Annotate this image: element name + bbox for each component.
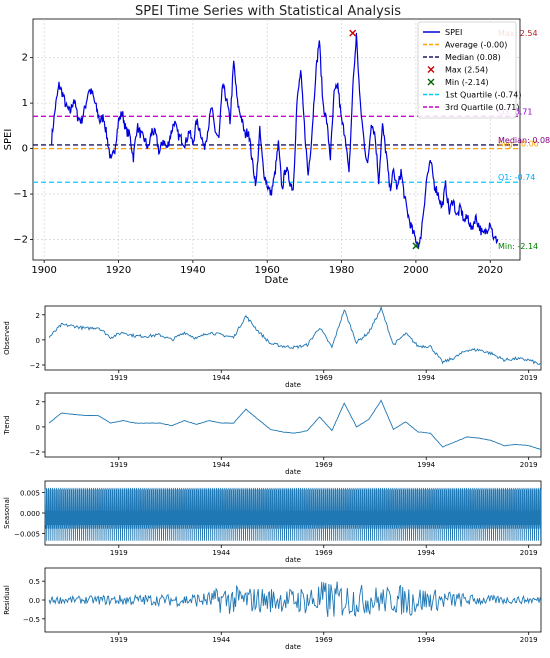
legend-entry-label: Average (-0.00) — [445, 41, 507, 50]
y-axis-label: Residual — [3, 585, 11, 615]
x-tick-label: 2019 — [520, 374, 538, 382]
x-tick-label: 1960 — [254, 265, 279, 276]
x-tick-label: 1900 — [31, 265, 56, 276]
y-axis-label: Observed — [3, 321, 11, 355]
seasonal-subplot: 1919 1944 1969 1994 2019 −0.005 0.000 0.005 date… — [3, 480, 542, 564]
trend-subplot: 1919 1944 1969 1994 2019 −2 0 2 date Trend — [3, 392, 542, 476]
x-tick-label: 1994 — [417, 549, 435, 557]
y-tick-label: 2 — [36, 312, 40, 320]
x-axis-label: date — [285, 556, 301, 564]
plot-area — [44, 392, 542, 458]
y-tick-label: −2 — [30, 449, 40, 457]
x-tick-label: 1920 — [106, 265, 131, 276]
x-tick-label: 1994 — [417, 374, 435, 382]
y-tick-label: 1 — [22, 98, 28, 109]
series-line — [44, 487, 542, 541]
legend-entry-label: Median (0.08) — [445, 53, 501, 62]
x-axis-label: Date — [265, 275, 289, 286]
spei-series-line — [51, 32, 499, 249]
x-tick-label: 1969 — [315, 636, 333, 644]
x-tick-label: 1919 — [110, 636, 128, 644]
y-tick-label: 0.005 — [20, 489, 40, 497]
x-tick-label: 1944 — [212, 461, 230, 469]
x-tick-label: 1940 — [180, 265, 205, 276]
x-tick-label: 1944 — [212, 549, 230, 557]
y-tick-label: −0.5 — [23, 616, 40, 624]
x-tick-label: 1944 — [212, 374, 230, 382]
legend-entry-label: 3rd Quartile (0.71) — [445, 103, 520, 112]
y-tick-label: 0 — [36, 424, 40, 432]
x-tick-label: 2020 — [478, 265, 503, 276]
series-line — [48, 305, 542, 365]
legend-entry-label: Min (-2.14) — [445, 78, 489, 87]
x-tick-label: 1994 — [417, 636, 435, 644]
x-tick-label: 1919 — [110, 549, 128, 557]
reference-line-label: Avg: -0.00 — [498, 140, 539, 149]
x-tick-label: 1919 — [110, 374, 128, 382]
reference-line-label: Median: 0.08 — [498, 136, 550, 145]
x-tick-label: 2019 — [520, 549, 538, 557]
residual-subplot: 1919 1944 1969 1994 2019 −0.5 0.0 0.5 date Residu… — [3, 567, 542, 651]
y-tick-label: 0 — [36, 337, 40, 345]
main-chart-title: SPEI Time Series with Statistical Analys… — [135, 4, 401, 19]
spei-main-chart: 1900 1920 1940 1960 1980 2000 2020 −2 −1 0 1 2 Date S… — [3, 18, 550, 286]
x-tick-label: 1944 — [212, 636, 230, 644]
x-tick-label: 1969 — [315, 374, 333, 382]
y-axis-label: Seasonal — [3, 497, 11, 529]
y-tick-label: −0.005 — [14, 531, 40, 539]
y-tick-label: −2 — [30, 362, 40, 370]
legend-box — [417, 21, 517, 119]
x-tick-label: 1994 — [417, 461, 435, 469]
x-tick-label: 2019 — [520, 636, 538, 644]
extreme-point-label: Min: -2.14 — [498, 242, 538, 251]
y-tick-label: 0.000 — [20, 510, 40, 518]
y-axis-label: Trend — [3, 415, 11, 435]
x-tick-label: 1919 — [110, 461, 128, 469]
legend-swatch — [427, 78, 435, 86]
y-tick-label: 0.0 — [29, 597, 40, 605]
x-axis-label: date — [285, 381, 301, 389]
legend-entry-label: SPEI — [445, 28, 462, 37]
x-tick-label: 2000 — [403, 265, 428, 276]
reference-line-label: Q1: -0.74 — [498, 173, 535, 182]
extreme-point-marker — [349, 29, 357, 37]
y-tick-label: 2 — [22, 53, 28, 64]
series-line — [48, 581, 542, 617]
y-axis-label: SPEI — [3, 129, 14, 151]
x-tick-label: 1969 — [315, 549, 333, 557]
series-line — [48, 399, 542, 450]
y-tick-label: −2 — [13, 235, 28, 246]
legend-entry-label: 1st Quartile (-0.74) — [445, 91, 521, 100]
x-tick-label: 1980 — [329, 265, 354, 276]
y-tick-label: −1 — [13, 189, 28, 200]
x-axis-label: date — [285, 468, 301, 476]
y-tick-label: 0 — [22, 144, 28, 155]
y-tick-label: 0.5 — [29, 578, 40, 586]
x-tick-label: 1969 — [315, 461, 333, 469]
x-axis-label: date — [285, 643, 301, 651]
x-tick-label: 2019 — [520, 461, 538, 469]
y-tick-label: 2 — [36, 399, 40, 407]
legend: SPEI Average (-0.00) Median (0.08) Max (2.5… — [417, 21, 521, 119]
observed-subplot: 1919 1944 1969 1994 2019 −2 0 2 date Observed — [3, 305, 542, 389]
legend-swatch — [427, 66, 435, 73]
plot-area — [44, 305, 542, 371]
legend-entry-label: Max (2.54) — [445, 66, 488, 75]
extreme-point-label: Max: 2.54 — [498, 29, 538, 38]
extreme-point-marker — [412, 242, 420, 250]
